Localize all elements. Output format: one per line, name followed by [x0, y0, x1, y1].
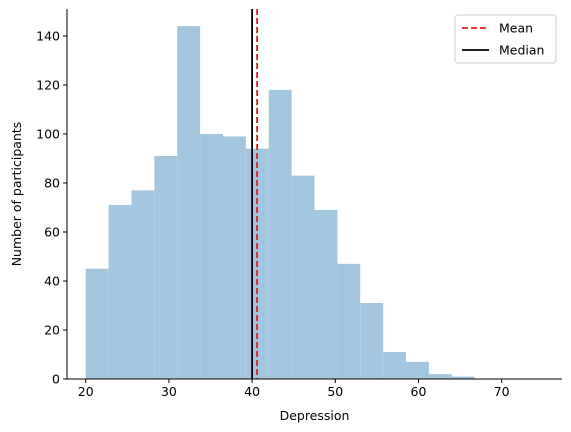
histogram-bar-14 [383, 352, 407, 379]
histogram-bar-11 [314, 209, 338, 379]
histogram-bar-3 [131, 190, 155, 379]
y-tick-label: 0 [52, 372, 60, 387]
histogram-bar-5 [177, 26, 201, 380]
histogram-bar-10 [291, 175, 315, 379]
y-tick-label: 60 [44, 224, 60, 239]
axes-layer [66, 9, 562, 380]
median-legend-label: Median [499, 43, 544, 58]
histogram-bar-7 [222, 136, 246, 379]
histogram-bar-4 [154, 156, 178, 379]
y-tick-label: 40 [44, 273, 60, 288]
legend-entries: Mean Median [462, 21, 544, 58]
reference-lines-layer [251, 9, 258, 379]
x-tick-label: 30 [161, 384, 177, 399]
y-tick-label: 20 [44, 322, 60, 337]
y-tick-label: 140 [36, 28, 60, 43]
histogram-bar-2 [108, 205, 132, 379]
histogram-bar-1 [85, 268, 109, 379]
histogram-bar-15 [406, 361, 429, 379]
x-tick-label: 40 [244, 384, 260, 399]
y-tick-label: 80 [44, 175, 60, 190]
histogram-bar-13 [360, 303, 384, 379]
x-ticks: 20 30 40 50 60 70 [78, 379, 510, 399]
histogram-bar-9 [268, 89, 292, 379]
x-tick-label: 60 [411, 384, 427, 399]
x-tick-label: 20 [78, 384, 94, 399]
x-tick-label: 50 [327, 384, 343, 399]
x-axis-label: Depression [280, 408, 350, 423]
legend-box [454, 14, 557, 64]
y-axis-label: Number of participants [9, 122, 24, 267]
y-ticks: 0 20 40 60 80 100 120 140 [36, 28, 67, 387]
x-tick-label: 70 [494, 384, 510, 399]
histogram-bar-12 [337, 263, 361, 379]
histogram-bar-16 [428, 374, 452, 379]
legend: Mean Median [454, 14, 557, 64]
mean-legend-label: Mean [499, 21, 533, 36]
bars-layer [85, 26, 475, 380]
y-tick-label: 100 [36, 126, 60, 141]
histogram-bar-17 [451, 376, 475, 379]
histogram-bar-6 [200, 133, 223, 379]
y-tick-label: 120 [36, 77, 60, 92]
